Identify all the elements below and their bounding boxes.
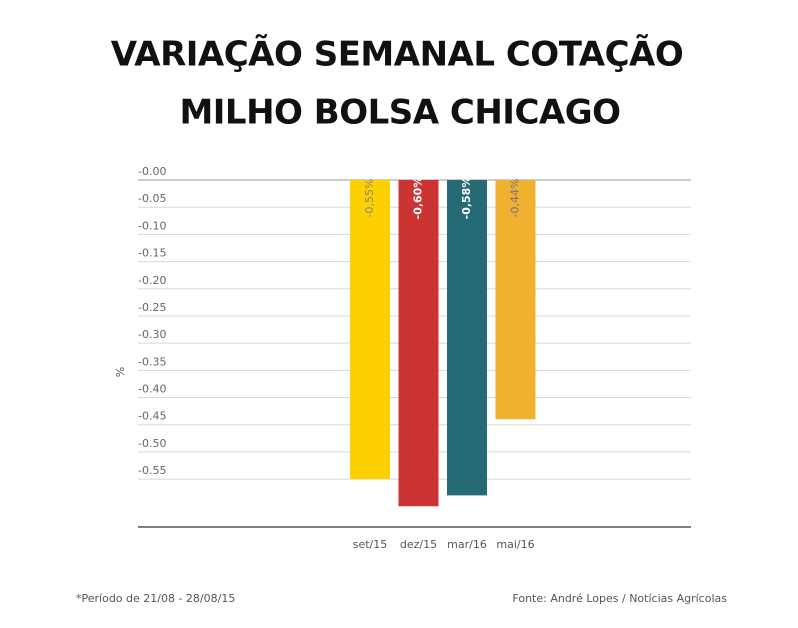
y-tick-label: -0.10: [138, 219, 166, 232]
bar: [398, 180, 439, 507]
y-tick-label: -0.20: [138, 274, 166, 287]
value-label: -0,55%: [363, 179, 376, 218]
x-tick-label: set/15: [353, 538, 388, 551]
y-tick-label: -0.45: [138, 410, 166, 423]
value-label: -0,44%: [509, 179, 522, 218]
y-tick-label: -0.40: [138, 383, 166, 396]
y-tick-label: -0.55: [138, 464, 166, 477]
x-tick-label: mai/16: [496, 538, 534, 551]
y-tick-label: -0.00: [138, 165, 166, 178]
bar: [447, 180, 487, 496]
y-tick-label: -0.30: [138, 328, 166, 341]
x-tick-label: dez/15: [400, 538, 437, 551]
y-tick-label: -0.50: [138, 437, 166, 450]
y-tick-label: -0.05: [138, 192, 166, 205]
bar: [350, 180, 390, 480]
bar: [495, 180, 536, 420]
y-tick-label: -0.15: [138, 247, 166, 260]
y-tick-label: -0.25: [138, 301, 166, 314]
chart-title: MILHO BOLSA CHICAGO: [179, 93, 620, 133]
value-label: -0,60%: [412, 177, 425, 220]
y-axis-label: %: [114, 367, 127, 377]
value-label: -0,58%: [460, 177, 473, 220]
footnote: *Período de 21/08 - 28/08/15: [76, 592, 235, 605]
y-tick-label: -0.35: [138, 355, 166, 368]
chart-title: VARIAÇÃO SEMANAL COTAÇÃO: [111, 34, 684, 75]
x-tick-label: mar/16: [447, 538, 487, 551]
source: Fonte: André Lopes / Notícias Agrícolas: [512, 592, 727, 605]
